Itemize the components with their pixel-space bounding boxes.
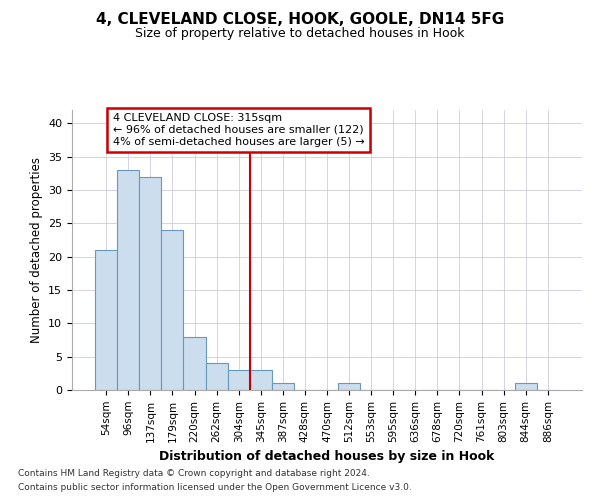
Text: 4 CLEVELAND CLOSE: 315sqm
← 96% of detached houses are smaller (122)
4% of semi-: 4 CLEVELAND CLOSE: 315sqm ← 96% of detac… (113, 114, 365, 146)
Bar (338, 384, 360, 390)
Bar (139, 176, 161, 390)
Bar (272, 384, 294, 390)
Text: Size of property relative to detached houses in Hook: Size of property relative to detached ho… (135, 28, 465, 40)
Text: Contains public sector information licensed under the Open Government Licence v3: Contains public sector information licen… (18, 484, 412, 492)
Bar (161, 230, 184, 390)
Y-axis label: Number of detached properties: Number of detached properties (29, 157, 43, 343)
Bar (227, 370, 250, 390)
Text: Contains HM Land Registry data © Crown copyright and database right 2024.: Contains HM Land Registry data © Crown c… (18, 468, 370, 477)
Bar (95, 250, 117, 390)
Bar (184, 336, 206, 390)
Bar (250, 370, 272, 390)
X-axis label: Distribution of detached houses by size in Hook: Distribution of detached houses by size … (160, 450, 494, 463)
Bar (117, 170, 139, 390)
Text: 4, CLEVELAND CLOSE, HOOK, GOOLE, DN14 5FG: 4, CLEVELAND CLOSE, HOOK, GOOLE, DN14 5F… (96, 12, 504, 28)
Bar (515, 384, 537, 390)
Bar (206, 364, 227, 390)
